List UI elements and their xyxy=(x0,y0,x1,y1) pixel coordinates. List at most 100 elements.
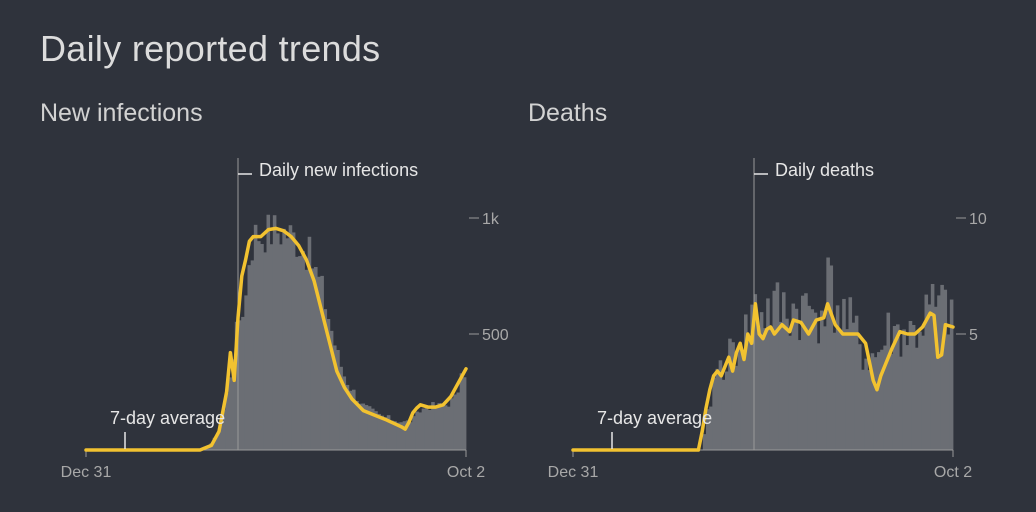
infections-bar xyxy=(329,330,334,450)
deaths-bar xyxy=(867,370,872,450)
deaths-bar xyxy=(877,352,881,450)
infections-average-label: 7-day average xyxy=(110,408,225,428)
infections-bar xyxy=(358,403,362,450)
deaths-bar xyxy=(889,353,894,450)
infections-bar xyxy=(437,403,442,450)
infections-bar xyxy=(361,403,366,450)
deaths-x-tick-label: Oct 2 xyxy=(934,464,972,481)
infections-bar xyxy=(272,215,277,450)
infections-bar xyxy=(333,345,337,450)
infections-bar xyxy=(266,214,271,450)
deaths-bar xyxy=(842,298,846,450)
infections-bar xyxy=(339,366,343,450)
infections-bar xyxy=(215,435,220,450)
infections-bar-series-label: Daily new infections xyxy=(259,160,418,180)
infections-bar xyxy=(276,233,280,450)
infections-x-tick-label: Oct 2 xyxy=(447,464,485,481)
deaths-bar xyxy=(908,320,913,450)
deaths-bar xyxy=(902,329,906,450)
infections-bar xyxy=(304,269,309,450)
deaths-bar xyxy=(728,338,732,450)
infections-bar xyxy=(440,405,445,450)
deaths-bar xyxy=(905,345,910,450)
infections-bar xyxy=(234,321,239,450)
infections-bar xyxy=(307,236,312,450)
infections-bar xyxy=(393,421,397,450)
infections-bar xyxy=(428,409,432,450)
deaths-bar xyxy=(839,329,843,450)
infections-bar xyxy=(238,320,242,450)
infections-bar xyxy=(336,350,340,450)
deaths-bar xyxy=(883,345,887,450)
deaths-bar xyxy=(921,335,925,450)
infections-bar xyxy=(396,422,400,450)
infections-bar xyxy=(459,373,464,450)
deaths-bar xyxy=(940,284,944,450)
infections-bar xyxy=(380,415,385,450)
infections-bar xyxy=(323,309,328,450)
infections-bar xyxy=(409,422,413,450)
deaths-x-tick-label: Dec 31 xyxy=(548,464,599,481)
infections-bar xyxy=(355,400,359,450)
deaths-bar xyxy=(823,326,827,450)
infections-bar xyxy=(291,232,296,450)
deaths-bar xyxy=(788,335,792,450)
deaths-bar xyxy=(759,312,764,450)
infections-bar xyxy=(250,260,255,450)
infections-bar xyxy=(285,238,290,450)
infections-bar xyxy=(310,268,315,450)
deaths-bar xyxy=(791,303,796,450)
deaths-bar xyxy=(807,305,811,450)
infections-bar xyxy=(269,244,274,450)
deaths-bar xyxy=(706,409,710,450)
deaths-chart-title: Deaths xyxy=(528,99,608,127)
infections-bar xyxy=(326,319,331,450)
deaths-bar xyxy=(813,312,818,450)
infections-y-tick-label: 500 xyxy=(482,327,509,344)
infections-bar xyxy=(342,376,347,450)
infections-bar xyxy=(219,424,223,450)
deaths-bar xyxy=(851,322,856,450)
infections-bar xyxy=(314,267,318,450)
deaths-bar xyxy=(845,329,849,450)
deaths-bar xyxy=(712,377,716,450)
deaths-bar xyxy=(775,282,780,450)
infections-chart-title: New infections xyxy=(40,99,203,127)
infections-bar xyxy=(424,407,429,450)
deaths-bar xyxy=(753,294,758,450)
infections-bar xyxy=(383,417,388,450)
infections-bar xyxy=(434,406,438,450)
deaths-bar xyxy=(829,265,834,450)
infections-bar xyxy=(453,394,457,450)
infections-bar xyxy=(450,398,454,450)
infections-y-tick-label: 1k xyxy=(482,211,500,228)
infections-bar xyxy=(241,316,245,450)
deaths-bar-series-label: Daily deaths xyxy=(775,160,874,180)
deaths-bar xyxy=(737,347,742,450)
deaths-bar xyxy=(782,292,786,450)
infections-bar xyxy=(282,228,286,450)
deaths-bar xyxy=(763,328,767,450)
deaths-bar xyxy=(744,314,748,450)
infections-bar xyxy=(456,392,461,450)
infections-bar xyxy=(367,406,372,450)
infections-bar xyxy=(364,405,369,450)
deaths-bar xyxy=(854,315,859,450)
deaths-bar xyxy=(918,331,922,450)
infections-bar xyxy=(443,405,448,450)
deaths-bar xyxy=(911,325,916,450)
infections-bar xyxy=(421,408,426,450)
infections-bar xyxy=(415,411,419,450)
deaths-bar xyxy=(934,306,938,450)
deaths-bar xyxy=(816,343,821,450)
deaths-bar xyxy=(820,310,824,450)
infections-bar xyxy=(462,377,467,450)
deaths-bar xyxy=(826,257,830,450)
infections-bar xyxy=(405,420,410,450)
deaths-bar xyxy=(873,357,878,450)
infections-bar xyxy=(348,390,353,450)
page-title: Daily reported trends xyxy=(40,28,381,69)
deaths-bar xyxy=(709,406,713,450)
